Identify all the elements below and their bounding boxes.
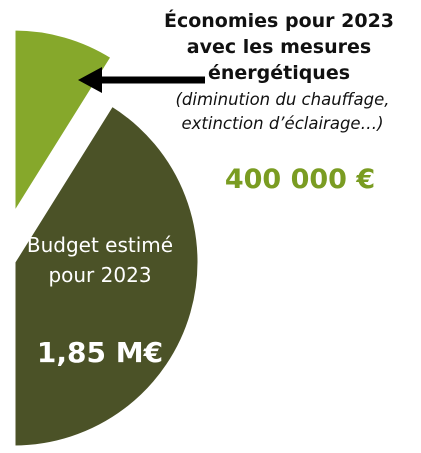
pie-slice (12, 103, 201, 449)
subtitle: (diminution du chauffage, extinction d’é… (175, 90, 390, 133)
budget-label: Budget estimé pour 2023 (26, 233, 174, 287)
savings-label: Économies pour 2023 avec les mesures éne… (163, 10, 395, 84)
budget-value: 1,85 M€ (36, 336, 164, 369)
arrow-head (78, 67, 102, 93)
savings-value: 400 000 € (224, 164, 376, 195)
